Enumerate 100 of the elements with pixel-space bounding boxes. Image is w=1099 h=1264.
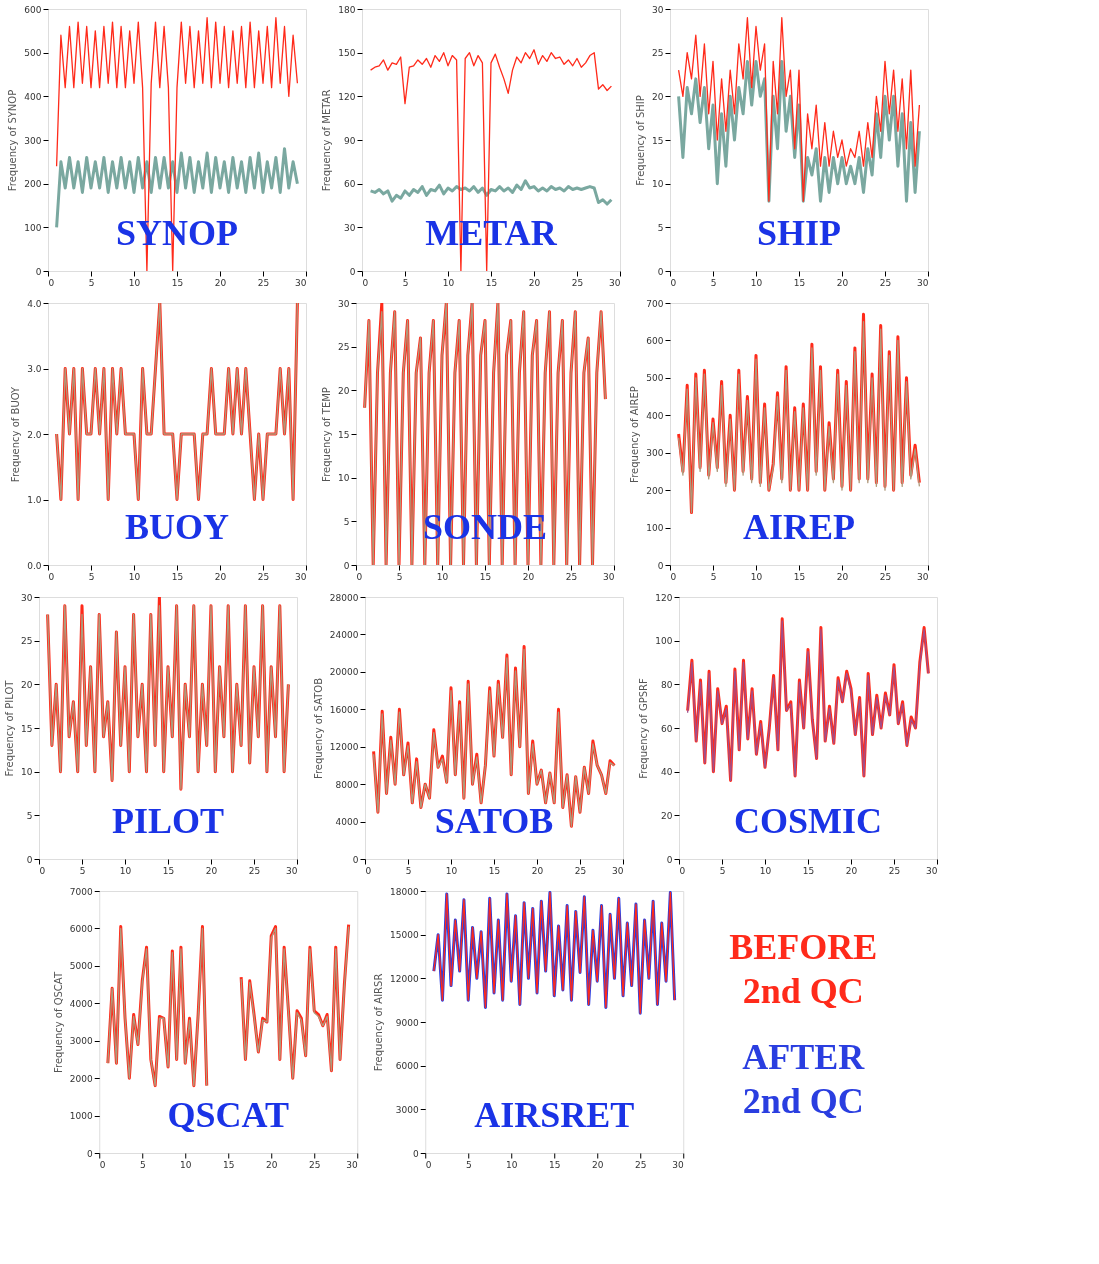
y-tick-label: 600 — [24, 4, 42, 15]
x-tick-label: 5 — [710, 571, 717, 582]
x-tick-label: 25 — [257, 277, 270, 288]
x-tick-label: 20 — [845, 865, 858, 876]
y-axis-title: Frequency of TEMP — [321, 387, 333, 482]
x-tick-label: 20 — [592, 1159, 604, 1170]
y-tick-label: 12000 — [390, 973, 420, 984]
y-tick-label: 5000 — [69, 961, 94, 972]
x-tick-label: 0 — [425, 1159, 432, 1170]
y-tick-label: 6000 — [69, 923, 94, 934]
y-tick-label: 1.0 — [27, 495, 42, 505]
y-tick-label: 0 — [35, 266, 42, 277]
y-tick-label: 18000 — [390, 886, 420, 897]
x-tick-label: 10 — [119, 865, 132, 876]
y-tick-label: 0 — [666, 854, 673, 865]
x-tick-label: 30 — [612, 865, 624, 876]
x-tick-label: 0 — [48, 277, 55, 288]
x-tick-label: 25 — [879, 277, 892, 288]
x-tick-label: 25 — [565, 571, 578, 582]
y-tick-label: 300 — [646, 448, 664, 459]
annotation: SATOB — [434, 801, 554, 842]
x-tick-label: 20 — [266, 1159, 278, 1170]
x-tick-label: 15 — [171, 571, 184, 582]
y-tick-label: 500 — [646, 373, 664, 384]
y-tick-label: 4000 — [69, 998, 94, 1009]
x-tick-label: 30 — [603, 571, 615, 582]
y-axis-title: Frequency of BUOY — [10, 385, 22, 483]
y-axis-title: Frequency of PILOT — [4, 679, 16, 777]
y-axis-title: Frequency of SHIP — [635, 95, 647, 186]
y-tick-label: 15 — [652, 135, 664, 146]
x-tick-label: 30 — [917, 277, 929, 288]
x-tick-label: 30 — [917, 571, 929, 582]
x-tick-label: 10 — [750, 277, 763, 288]
x-tick-label: 0 — [99, 1159, 106, 1170]
y-tick-label: 7000 — [69, 886, 94, 897]
y-tick-label: 100 — [24, 222, 42, 233]
x-tick-label: 25 — [574, 865, 587, 876]
y-tick-label: 25 — [652, 48, 664, 59]
x-tick-label: 20 — [528, 277, 541, 288]
y-tick-label: 100 — [646, 523, 664, 534]
y-tick-label: 500 — [24, 48, 42, 59]
y-axis-title: Frequency of SATOB — [312, 677, 324, 780]
y-tick-label: 10 — [652, 179, 664, 190]
x-tick-label: 25 — [248, 865, 261, 876]
y-tick-label: 0 — [352, 854, 359, 865]
y-tick-label: 20 — [21, 679, 33, 690]
y-tick-label: 2.0 — [27, 429, 42, 440]
y-tick-label: 15 — [338, 429, 350, 440]
y-tick-label: 3000 — [395, 1104, 420, 1115]
y-tick-label: 3000 — [69, 1036, 94, 1047]
x-tick-label: 15 — [549, 1159, 561, 1170]
y-tick-label: 30 — [344, 222, 356, 233]
x-tick-label: 10 — [436, 571, 449, 582]
x-tick-label: 20 — [205, 865, 218, 876]
y-tick-label: 20 — [338, 385, 350, 396]
x-tick-label: 10 — [128, 277, 141, 288]
annotation: SHIP — [756, 213, 842, 254]
text: AFTER 2nd QC — [742, 1037, 866, 1121]
x-tick-label: 20 — [836, 277, 849, 288]
y-tick-label: 0 — [87, 1148, 94, 1159]
x-tick-label: 0 — [362, 277, 369, 288]
x-tick-label: 15 — [479, 571, 492, 582]
y-tick-label: 600 — [646, 335, 664, 346]
y-tick-label: 0 — [657, 266, 664, 277]
x-tick-label: 30 — [609, 277, 621, 288]
x-tick-label: 10 — [750, 571, 763, 582]
y-tick-label: 0.0 — [27, 560, 42, 571]
y-tick-label: 4.0 — [27, 298, 42, 309]
y-tick-label: 100 — [655, 636, 673, 647]
x-tick-label: 25 — [309, 1159, 321, 1170]
x-tick-label: 5 — [719, 865, 726, 876]
y-axis-title: Frequency of METAR — [321, 89, 333, 192]
y-tick-label: 60 — [344, 179, 356, 190]
x-tick-label: 10 — [180, 1159, 192, 1170]
y-tick-label: 12000 — [329, 742, 359, 753]
y-tick-label: 4000 — [335, 817, 359, 828]
x-tick-label: 0 — [679, 865, 686, 876]
annotation: QSCAT — [167, 1095, 289, 1136]
x-tick-label: 30 — [286, 865, 298, 876]
x-tick-label: 15 — [793, 571, 806, 582]
x-tick-label: 25 — [257, 571, 270, 582]
y-tick-label: 6000 — [395, 1061, 420, 1072]
y-tick-label: 8000 — [335, 779, 359, 790]
y-tick-label: 24000 — [329, 629, 359, 640]
y-tick-label: 16000 — [329, 704, 359, 715]
y-tick-label: 5 — [657, 222, 664, 233]
y-tick-label: 25 — [21, 636, 33, 647]
y-axis-title: Frequency of GPSRF — [638, 678, 650, 779]
y-tick-label: 1000 — [69, 1111, 94, 1122]
y-tick-label: 30 — [338, 298, 350, 309]
y-tick-label: 700 — [646, 298, 664, 309]
y-tick-label: 0 — [657, 560, 664, 571]
x-tick-label: 5 — [710, 277, 717, 288]
x-tick-label: 20 — [836, 571, 849, 582]
y-tick-label: 40 — [661, 767, 673, 778]
y-tick-label: 10 — [338, 473, 350, 484]
y-tick-label: 120 — [338, 91, 356, 102]
x-tick-label: 10 — [442, 277, 455, 288]
y-tick-label: 9000 — [395, 1017, 420, 1028]
x-tick-label: 20 — [531, 865, 544, 876]
